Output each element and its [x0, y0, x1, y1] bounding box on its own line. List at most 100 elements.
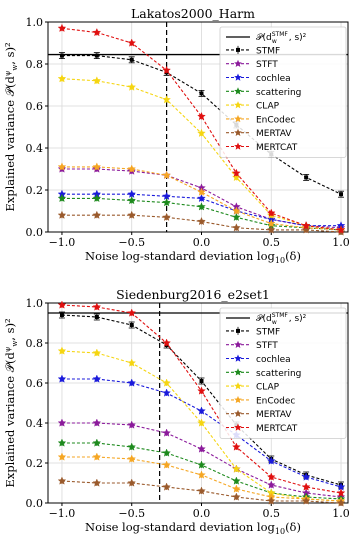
data-point — [162, 460, 171, 469]
data-point — [129, 57, 134, 62]
data-point — [232, 172, 241, 182]
data-point — [197, 202, 206, 211]
data-point — [197, 187, 206, 196]
y-tick-label: 0.4 — [26, 417, 44, 430]
x-axis-label-subscript: 10 — [275, 256, 285, 265]
series-MERTCAT — [57, 23, 346, 234]
x-tick-label: 0.5 — [263, 507, 281, 520]
data-point — [266, 496, 276, 505]
data-point — [266, 208, 276, 217]
legend-label-STFT: STFT — [256, 60, 278, 70]
series-line-STFT — [61, 422, 342, 498]
legend-label-MERTCAT: MERTCAT — [256, 143, 298, 153]
x-axis-label-subscript: 10 — [275, 527, 285, 536]
y-tick-label: 0.6 — [26, 100, 44, 113]
data-point — [127, 442, 137, 451]
data-point — [162, 428, 171, 437]
data-point — [92, 27, 102, 37]
legend-label-hline-sup: STMF — [272, 31, 289, 38]
data-point — [57, 74, 67, 83]
series-line-CLAP — [61, 350, 342, 502]
y-axis-label-tail: , s)² — [3, 318, 17, 340]
legend-label-hline-sub: w — [272, 38, 277, 45]
data-point — [127, 358, 137, 367]
data-point — [127, 210, 137, 219]
data-point — [336, 488, 346, 497]
legend-label-MERTAV: MERTAV — [256, 410, 292, 420]
data-point — [197, 111, 206, 121]
data-point — [301, 225, 311, 234]
series-line-cochlea — [61, 193, 342, 227]
data-point — [197, 386, 206, 395]
data-point — [57, 476, 67, 485]
series-line-EnCodec — [61, 166, 342, 231]
legend-marker-CLAP — [234, 101, 242, 109]
y-axis-label-part: 𝒫(d — [3, 352, 17, 373]
legend-marker-STMF — [236, 328, 240, 333]
data-point — [127, 82, 137, 91]
data-point — [57, 452, 67, 461]
data-point — [59, 53, 64, 58]
data-point — [162, 198, 171, 207]
data-point — [92, 302, 102, 311]
data-point — [301, 472, 311, 481]
data-point — [162, 95, 171, 104]
axes-frame — [47, 302, 349, 504]
legend-marker-STFT — [234, 340, 242, 348]
data-point — [57, 162, 67, 171]
data-point — [162, 448, 171, 457]
data-point — [127, 308, 137, 317]
x-axis-label-tail: (δ) — [285, 520, 301, 534]
legend-label-cochlea: cochlea — [256, 74, 291, 84]
legend-label-CLAP: CLAP — [256, 102, 280, 112]
x-tick-label: 1.0 — [332, 507, 349, 520]
y-tick-label: 0.2 — [26, 457, 44, 470]
y-tick-label: 0.8 — [26, 337, 44, 350]
legend-label-CLAP: CLAP — [256, 383, 280, 393]
data-point — [127, 454, 137, 463]
data-point — [162, 378, 171, 387]
series-line-MERTCAT — [61, 27, 342, 231]
legend-marker-STFT — [234, 59, 242, 67]
axes-frame — [47, 21, 349, 233]
data-point — [336, 498, 346, 507]
series-cochlea — [57, 374, 346, 491]
legend-marker-EnCodec — [234, 114, 242, 123]
data-point — [57, 346, 67, 355]
series-line-scattering — [61, 197, 342, 231]
data-point — [232, 206, 241, 215]
data-point — [339, 192, 344, 197]
data-point — [232, 476, 241, 485]
y-tick-label: 0.4 — [26, 142, 44, 155]
data-point — [232, 223, 241, 232]
x-axis-label: Noise log-standard deviation log10(δ) — [85, 520, 301, 536]
data-point — [199, 379, 204, 383]
data-point — [92, 193, 102, 203]
x-axis-label: Noise log-standard deviation log10(δ) — [85, 249, 301, 265]
data-point — [57, 23, 67, 32]
x-tick-label: −1.0 — [49, 236, 76, 249]
data-point — [57, 300, 67, 309]
data-point — [129, 323, 134, 327]
y-axis-label: Explained variance 𝒫(dψw, s)² — [3, 42, 19, 211]
data-point — [232, 212, 241, 221]
data-point — [232, 442, 241, 451]
data-point — [127, 478, 137, 487]
x-tick-label: 0.0 — [193, 507, 211, 520]
legend-marker-cochlea — [234, 354, 242, 362]
x-tick-label: −0.5 — [118, 507, 145, 520]
data-point — [266, 480, 276, 489]
data-point — [266, 225, 276, 234]
x-tick-label: 1.0 — [332, 236, 349, 249]
y-axis-label-tail: , s)² — [3, 42, 17, 64]
y-tick-label: 0.2 — [26, 184, 44, 197]
legend-label-STFT: STFT — [256, 341, 278, 351]
data-point — [336, 225, 346, 234]
legend-marker-MERTAV — [234, 128, 242, 136]
legend-box — [219, 307, 347, 439]
y-axis-label-sub: w — [11, 65, 19, 71]
y-axis-label-part: 𝒫(d — [3, 76, 17, 97]
data-point — [232, 484, 241, 493]
legend-marker-scattering — [234, 87, 242, 95]
x-tick-label: −1.0 — [49, 507, 76, 520]
